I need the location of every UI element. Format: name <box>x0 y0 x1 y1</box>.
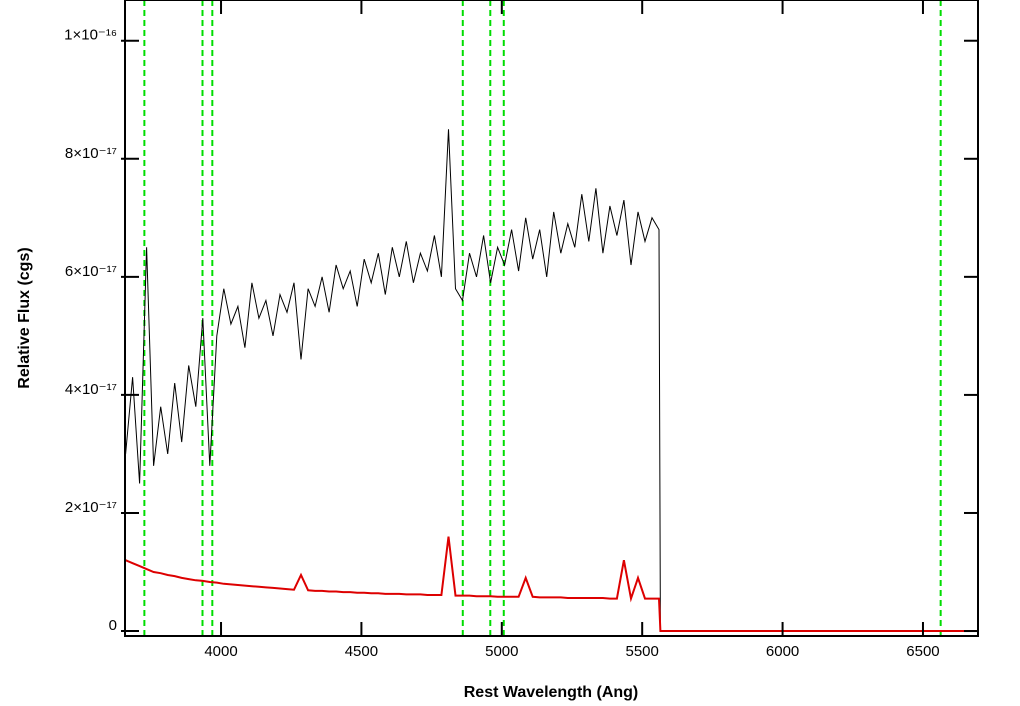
spectrum-line <box>125 536 977 632</box>
spectrum-line <box>125 129 661 632</box>
x-axis-title: Rest Wavelength (Ang) <box>464 684 639 701</box>
y-tick-label: 4×10⁻¹⁷ <box>65 381 117 398</box>
x-tick-label: 6500 <box>906 643 939 660</box>
x-tick-label: 5500 <box>626 643 659 660</box>
x-tick-label: 6000 <box>766 643 799 660</box>
y-tick-label: 0 <box>109 617 117 634</box>
x-tick-label: 4500 <box>345 643 378 660</box>
y-tick-label: 2×10⁻¹⁷ <box>65 499 117 516</box>
plot-frame <box>124 0 979 637</box>
y-tick-label: 8×10⁻¹⁷ <box>65 145 117 162</box>
y-axis-title: Relative Flux (cgs) <box>16 247 33 388</box>
y-tick-label: 6×10⁻¹⁷ <box>65 263 117 280</box>
y-tick-label: 1×10⁻¹⁶ <box>64 27 117 44</box>
x-tick-label: 5000 <box>485 643 518 660</box>
x-tick-label: 4000 <box>204 643 237 660</box>
